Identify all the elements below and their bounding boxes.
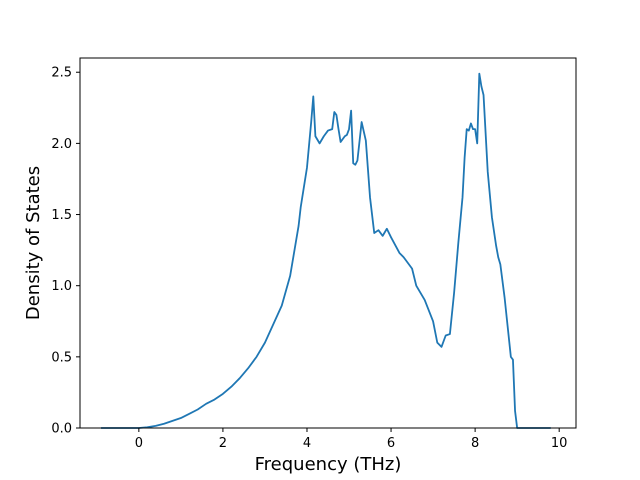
- x-tick-label: 10: [551, 436, 568, 451]
- y-tick-label: 0.0: [51, 422, 72, 437]
- y-tick-label: 2.5: [51, 66, 72, 81]
- plot-area: [101, 72, 551, 429]
- x-tick-label: 2: [219, 436, 227, 451]
- y-tick-label: 1.5: [51, 208, 72, 223]
- x-axis-ticks: 0 2 4 6 8 10: [135, 428, 568, 451]
- x-axis-label: Frequency (THz): [255, 454, 402, 475]
- plot-frame: [79, 57, 577, 429]
- y-tick-label: 1.0: [51, 279, 72, 294]
- y-tick-label: 0.5: [51, 350, 72, 365]
- y-axis-label: Density of States: [23, 166, 44, 320]
- x-tick-label: 8: [471, 436, 479, 451]
- x-tick-label: 6: [387, 436, 395, 451]
- y-tick-label: 2.0: [51, 137, 72, 152]
- x-tick-label: 4: [303, 436, 311, 451]
- y-axis-ticks: 0.0 0.5 1.0 1.5 2.0 2.5: [51, 66, 80, 437]
- x-tick-label: 0: [135, 436, 143, 451]
- series-line-0: [101, 72, 551, 429]
